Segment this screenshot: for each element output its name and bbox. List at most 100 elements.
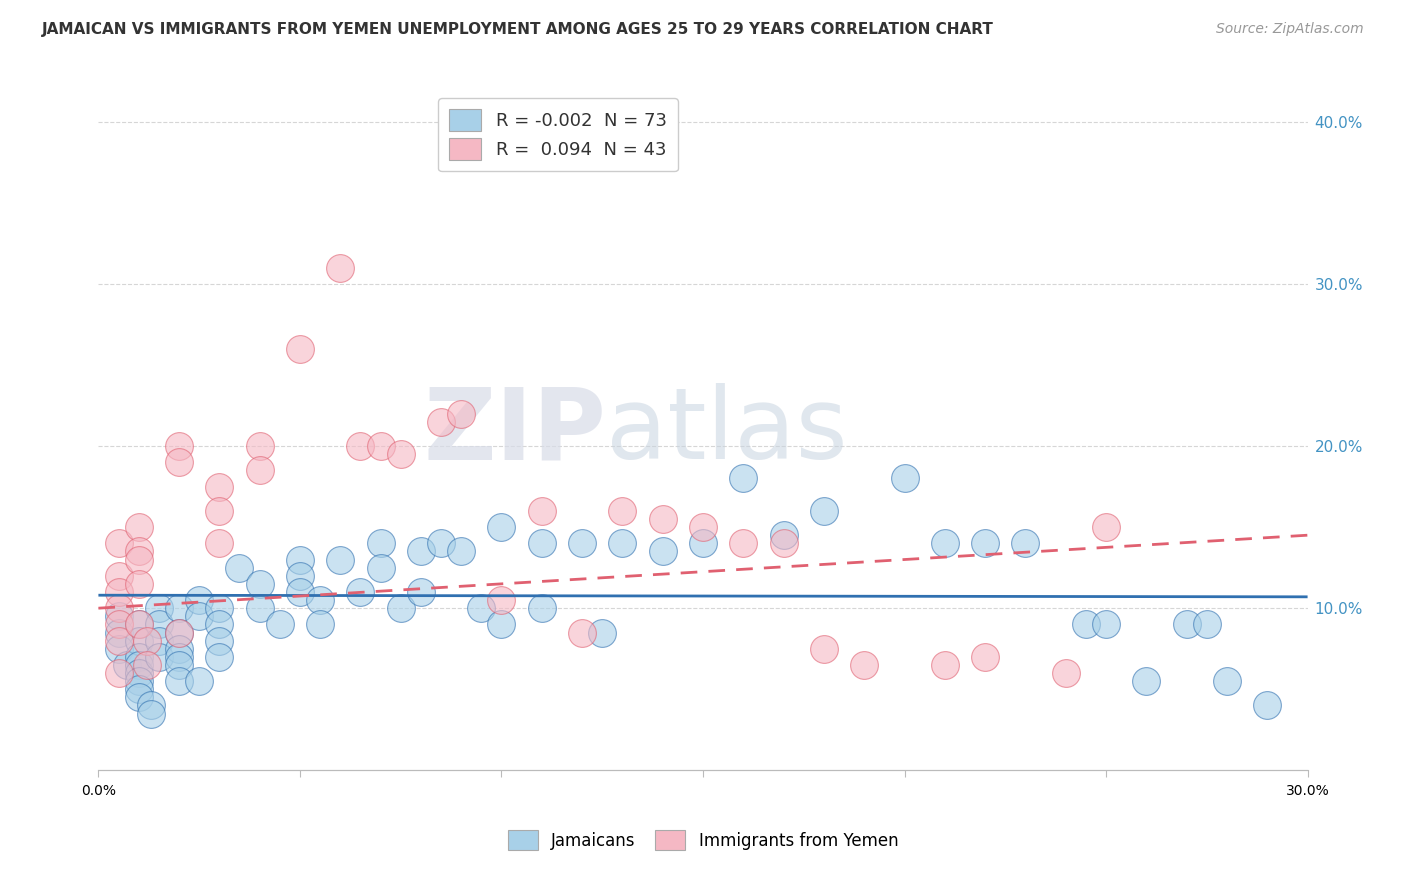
- Point: [530, 601, 553, 615]
- Point: [107, 666, 129, 681]
- Point: [128, 633, 150, 648]
- Point: [107, 585, 129, 599]
- Point: [733, 471, 755, 485]
- Point: [167, 657, 190, 672]
- Point: [128, 666, 150, 681]
- Point: [188, 593, 211, 607]
- Point: [1014, 536, 1036, 550]
- Point: [813, 504, 835, 518]
- Point: [288, 342, 311, 356]
- Point: [128, 617, 150, 632]
- Point: [128, 520, 150, 534]
- Point: [128, 617, 150, 632]
- Text: ZIP: ZIP: [423, 384, 606, 480]
- Point: [329, 260, 352, 275]
- Point: [128, 544, 150, 558]
- Point: [128, 577, 150, 591]
- Point: [591, 625, 613, 640]
- Point: [893, 471, 915, 485]
- Point: [208, 633, 231, 648]
- Point: [450, 407, 472, 421]
- Point: [167, 439, 190, 453]
- Point: [188, 674, 211, 689]
- Point: [228, 560, 250, 574]
- Point: [208, 504, 231, 518]
- Point: [370, 536, 392, 550]
- Point: [208, 601, 231, 615]
- Point: [167, 455, 190, 469]
- Point: [167, 674, 190, 689]
- Point: [167, 601, 190, 615]
- Point: [135, 657, 157, 672]
- Point: [107, 536, 129, 550]
- Point: [208, 479, 231, 493]
- Point: [389, 447, 412, 461]
- Point: [1095, 617, 1118, 632]
- Point: [1135, 674, 1157, 689]
- Point: [208, 617, 231, 632]
- Point: [249, 439, 271, 453]
- Point: [491, 593, 513, 607]
- Point: [128, 552, 150, 566]
- Text: JAMAICAN VS IMMIGRANTS FROM YEMEN UNEMPLOYMENT AMONG AGES 25 TO 29 YEARS CORRELA: JAMAICAN VS IMMIGRANTS FROM YEMEN UNEMPL…: [42, 22, 994, 37]
- Point: [934, 536, 956, 550]
- Point: [128, 682, 150, 697]
- Point: [139, 706, 162, 721]
- Point: [692, 520, 714, 534]
- Point: [813, 641, 835, 656]
- Point: [1054, 666, 1077, 681]
- Point: [107, 617, 129, 632]
- Point: [107, 625, 129, 640]
- Point: [288, 585, 311, 599]
- Point: [733, 536, 755, 550]
- Point: [430, 415, 453, 429]
- Point: [430, 536, 453, 550]
- Point: [167, 641, 190, 656]
- Point: [139, 698, 162, 713]
- Point: [128, 690, 150, 705]
- Point: [309, 617, 332, 632]
- Point: [571, 625, 593, 640]
- Point: [269, 617, 291, 632]
- Point: [612, 536, 634, 550]
- Point: [288, 552, 311, 566]
- Point: [329, 552, 352, 566]
- Point: [409, 544, 432, 558]
- Point: [974, 649, 997, 664]
- Point: [692, 536, 714, 550]
- Point: [349, 439, 371, 453]
- Point: [530, 504, 553, 518]
- Point: [1256, 698, 1278, 713]
- Point: [491, 520, 513, 534]
- Point: [651, 512, 673, 526]
- Text: atlas: atlas: [606, 384, 848, 480]
- Point: [128, 649, 150, 664]
- Point: [772, 528, 794, 542]
- Point: [409, 585, 432, 599]
- Point: [107, 633, 129, 648]
- Point: [491, 617, 513, 632]
- Text: Source: ZipAtlas.com: Source: ZipAtlas.com: [1216, 22, 1364, 37]
- Point: [389, 601, 412, 615]
- Point: [249, 577, 271, 591]
- Point: [115, 657, 138, 672]
- Point: [1175, 617, 1198, 632]
- Point: [530, 536, 553, 550]
- Point: [974, 536, 997, 550]
- Point: [249, 463, 271, 477]
- Point: [1216, 674, 1239, 689]
- Point: [128, 657, 150, 672]
- Point: [370, 439, 392, 453]
- Point: [1095, 520, 1118, 534]
- Point: [128, 674, 150, 689]
- Point: [148, 633, 170, 648]
- Point: [470, 601, 492, 615]
- Point: [107, 641, 129, 656]
- Point: [349, 585, 371, 599]
- Point: [571, 536, 593, 550]
- Point: [208, 536, 231, 550]
- Point: [249, 601, 271, 615]
- Point: [853, 657, 876, 672]
- Point: [612, 504, 634, 518]
- Point: [107, 601, 129, 615]
